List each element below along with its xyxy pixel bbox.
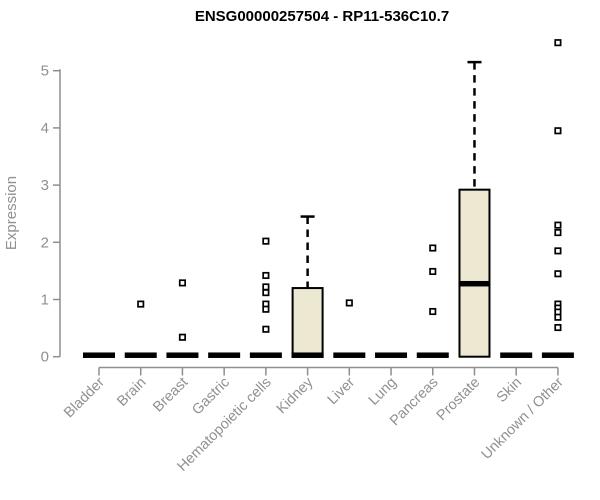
outlier-point-unknown-other <box>554 247 562 255</box>
x-tick-label-bladder: Bladder <box>61 374 108 421</box>
x-tick-label-breast: Breast <box>150 375 191 416</box>
median-line-liver <box>333 352 366 358</box>
x-tick-label-skin: Skin <box>494 375 525 406</box>
outlier-point-hematopoietic-cells <box>262 283 270 291</box>
outlier-point-hematopoietic-cells <box>262 271 270 280</box>
median-line-pancreas <box>416 352 449 358</box>
median-line-lung <box>375 352 408 358</box>
outlier-point-unknown-other <box>554 323 562 332</box>
outlier-point-pancreas <box>429 267 437 276</box>
outlier-point-hematopoietic-cells <box>262 289 270 297</box>
outlier-point-brain <box>137 300 145 308</box>
outlier-point-breast <box>178 333 186 341</box>
median-line-bladder <box>83 352 115 358</box>
median-line-brain <box>124 352 157 358</box>
y-tick-label: 0 <box>41 349 49 366</box>
y-tick-label: 4 <box>41 120 49 137</box>
median-line-gastric <box>208 352 241 358</box>
median-line-unknown-other <box>541 352 574 358</box>
median-line-hematopoietic-cells <box>249 352 282 358</box>
outlier-point-liver <box>345 299 353 307</box>
outlier-point-pancreas <box>429 244 437 252</box>
x-tick-label-kidney: Kidney <box>274 374 317 417</box>
median-line-prostate <box>458 280 491 287</box>
outlier-point-pancreas <box>429 307 437 316</box>
median-line-breast <box>166 352 199 358</box>
x-tick-label-prostate: Prostate <box>434 375 483 424</box>
y-tick-label: 1 <box>41 292 49 309</box>
x-tick-label-brain: Brain <box>114 375 149 410</box>
median-line-kidney <box>291 352 324 358</box>
outlier-point-hematopoietic-cells <box>262 237 270 245</box>
box-kidney <box>291 287 324 358</box>
y-axis-title: Expression <box>3 176 20 250</box>
outlier-point-unknown-other <box>554 229 562 237</box>
x-tick-label-liver: Liver <box>325 374 359 408</box>
chart-title: ENSG00000257504 - RP11-536C10.7 <box>194 8 450 25</box>
outlier-point-unknown-other <box>554 270 562 278</box>
outlier-point-breast <box>178 279 186 287</box>
y-tick-label: 5 <box>41 63 49 80</box>
median-line-skin <box>500 352 533 358</box>
y-tick-label: 2 <box>41 234 49 251</box>
box-prostate <box>458 188 491 358</box>
outlier-point-hematopoietic-cells <box>262 325 270 333</box>
outlier-point-unknown-other <box>554 39 562 47</box>
outlier-point-unknown-other <box>554 127 562 135</box>
y-tick-label: 3 <box>41 177 49 194</box>
outlier-point-unknown-other <box>554 221 562 229</box>
x-tick-label-lung: Lung <box>366 375 400 409</box>
outlier-point-hematopoietic-cells <box>262 305 270 313</box>
outlier-point-unknown-other <box>554 313 562 321</box>
